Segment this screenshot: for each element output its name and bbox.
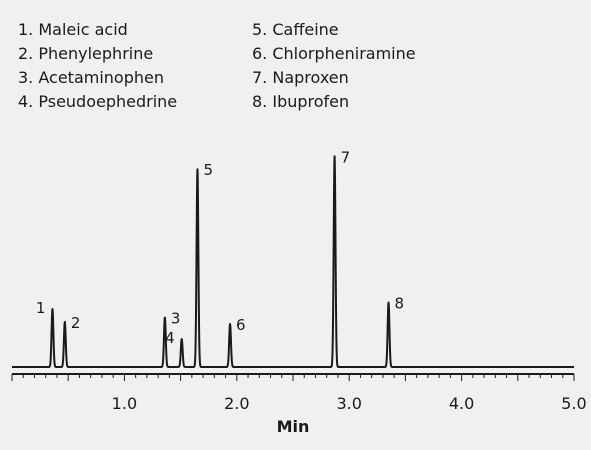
chromatogram-trace — [11, 155, 575, 368]
peak-label-8: 8 — [395, 295, 405, 313]
legend-item: 4. Pseudoephedrine — [18, 92, 178, 111]
legend-item: 8. Ibuprofen — [252, 92, 350, 111]
peak-label-5: 5 — [203, 161, 213, 179]
peak-label-6: 6 — [236, 316, 246, 334]
x-tick-label: 2.0 — [224, 394, 249, 413]
legend-item: 1. Maleic acid — [18, 20, 128, 39]
x-tick-label: 5.0 — [561, 394, 586, 413]
x-tick-label: 3.0 — [336, 394, 361, 413]
legend-column-2: 5. Caffeine 6. Chlorpheniramine 7. Napro… — [252, 18, 416, 114]
peak-label-4: 4 — [165, 329, 175, 347]
x-axis: 1.0 2.0 3.0 4.0 5.0 — [11, 373, 587, 413]
x-axis-title: Min — [277, 417, 310, 436]
plot-area: 1 2 34 5 6 7 8 — [11, 148, 575, 368]
legend-item: 2. Phenylephrine — [18, 44, 154, 63]
peak-label-7: 7 — [341, 148, 351, 166]
peak-label-3: 3 — [171, 310, 181, 328]
legend-item: 3. Acetaminophen — [18, 68, 164, 87]
legend-item: 6. Chlorpheniramine — [252, 44, 416, 63]
legend-item: 7. Naproxen — [252, 68, 349, 87]
legend-column-1: 1. Maleic acid 2. Phenylephrine 3. Aceta… — [18, 18, 177, 114]
x-tick-label: 1.0 — [112, 394, 137, 413]
x-tick-label: 4.0 — [449, 394, 474, 413]
peak-label-2: 2 — [71, 314, 81, 332]
peak-label-1: 1 — [36, 299, 46, 317]
legend-item: 5. Caffeine — [252, 20, 339, 39]
